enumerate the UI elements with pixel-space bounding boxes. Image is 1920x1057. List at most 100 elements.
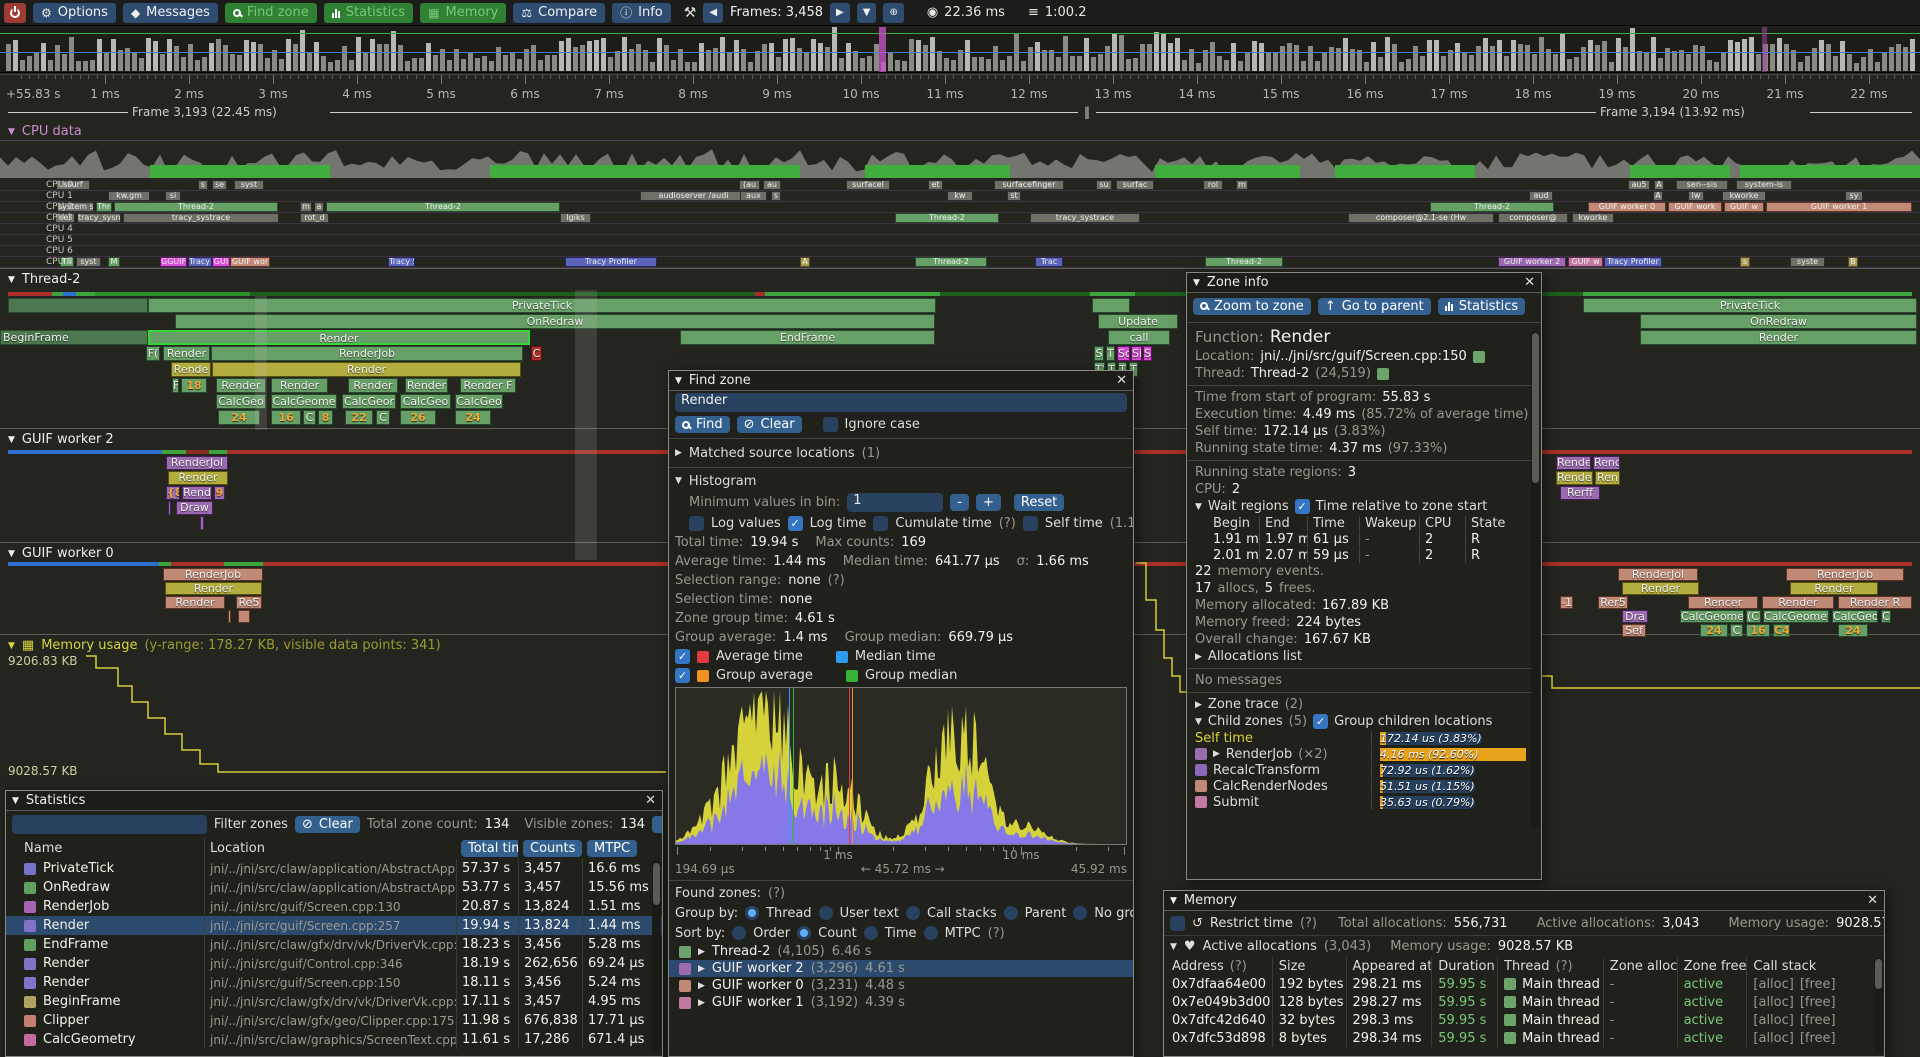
cpu-zone-chip[interactable]: A (800, 257, 810, 267)
cpu-data-header[interactable]: ▼ CPU data (8, 124, 82, 139)
frame-bar[interactable] (118, 49, 123, 71)
frame-bar[interactable] (1861, 57, 1866, 71)
free-link[interactable]: [free] (1799, 1012, 1836, 1028)
frame-bar[interactable] (1231, 43, 1236, 71)
zone-chip[interactable]: 24 (218, 410, 260, 425)
frame-bar[interactable] (846, 42, 851, 71)
cpu-zone-chip[interactable]: tracy_sysn (77, 213, 121, 223)
cpu-zone-chip[interactable]: kw.gm (108, 191, 150, 201)
frame-bar[interactable] (580, 45, 585, 71)
ignore-case-checkbox[interactable] (822, 417, 838, 432)
sort-by-hint[interactable]: (?) (987, 925, 1005, 941)
frame-bar[interactable] (671, 60, 676, 71)
zone-chip[interactable]: Render (163, 346, 210, 361)
frame-bar[interactable] (188, 43, 193, 71)
zone-chip[interactable]: 24 (1838, 624, 1868, 637)
frame-bar[interactable] (1217, 56, 1222, 71)
frame-bar[interactable] (517, 59, 522, 71)
frame-bar[interactable] (937, 50, 942, 71)
cpu-zone-chip[interactable]: ssurf (56, 180, 90, 190)
zone-chip[interactable]: Render F (460, 378, 516, 393)
cpu-zone-chip[interactable]: Thread-2 (1205, 257, 1283, 267)
frame-bar[interactable] (1476, 45, 1481, 71)
child-zone-row[interactable]: RecalcTransform 72.92 us (1.62%) (1187, 762, 1541, 778)
frame-bar[interactable] (930, 37, 935, 71)
wait-column-header[interactable]: Wakeup (1359, 515, 1419, 531)
frame-bar[interactable] (20, 59, 25, 71)
frame-bar[interactable] (1630, 27, 1635, 71)
zone-chip[interactable]: Render (1790, 582, 1878, 595)
frame-bar[interactable] (1910, 39, 1915, 71)
cpu-zone-chip[interactable]: GUIF w (1724, 202, 1764, 212)
frame-bar[interactable] (986, 59, 991, 71)
frame-bar[interactable] (1280, 46, 1285, 71)
zone-chip[interactable]: Rend (1593, 456, 1620, 470)
group-by-radio[interactable] (905, 906, 920, 920)
collapse-icon[interactable]: ▼ (8, 640, 15, 651)
zone-chip[interactable]: Re5 (236, 596, 262, 609)
frame-bar[interactable] (1350, 48, 1355, 71)
frame-bar[interactable] (804, 51, 809, 71)
frame-bar[interactable] (1595, 44, 1600, 71)
frame-bar[interactable] (615, 50, 620, 71)
frame-bar[interactable] (363, 53, 368, 71)
frame-bar[interactable] (1392, 43, 1397, 71)
frame-overview[interactable] (0, 27, 1920, 73)
sort-by-radio[interactable] (923, 926, 938, 940)
zone-chip[interactable] (168, 501, 171, 515)
frame-bar[interactable] (454, 49, 459, 71)
frame-bar[interactable] (1441, 55, 1446, 71)
frame-bar[interactable] (419, 58, 424, 71)
frame-bar[interactable] (1707, 59, 1712, 71)
cumulate-time-checkbox[interactable] (873, 516, 889, 531)
frame-bar[interactable] (1448, 50, 1453, 71)
frame-bar[interactable] (1315, 60, 1320, 71)
frame-bar[interactable] (1868, 48, 1873, 71)
allocation-row[interactable]: 0x7dfc42d640 32 bytes 298.3 ms 59.95 s Main … (1164, 1011, 1884, 1029)
cumulate-hint[interactable]: (?) (998, 516, 1016, 531)
frame-bar[interactable] (664, 44, 669, 71)
table-row[interactable]: BeginFrame jni/../jni/src/claw/gfx/drv/vk… (6, 992, 662, 1011)
find-zone-button[interactable]: Find zone (224, 2, 317, 23)
thread-header[interactable]: ▼ GUIF worker 0 (8, 546, 114, 561)
frame-bar[interactable] (1490, 45, 1495, 71)
frame-bar[interactable] (1658, 57, 1663, 71)
frame-bar[interactable] (923, 44, 928, 71)
collapse-icon[interactable]: ▼ (675, 375, 682, 386)
close-icon[interactable]: ✕ (1867, 893, 1878, 908)
frame-bar[interactable] (657, 37, 662, 71)
zone-chip[interactable]: CalcGeo (455, 394, 503, 409)
power-button[interactable] (4, 2, 26, 23)
frame-bar[interactable] (1483, 38, 1488, 71)
frame-bar[interactable] (1168, 43, 1173, 71)
messages-button[interactable]: ◆ Messages (122, 2, 218, 23)
collapse-icon[interactable]: ▼ (1195, 716, 1202, 727)
zone-chip[interactable]: Rende (171, 362, 211, 377)
frame-bar[interactable] (979, 56, 984, 71)
close-icon[interactable]: ✕ (1116, 373, 1127, 388)
table-row[interactable]: EndFrame jni/../jni/src/claw/gfx/drv/vk/D… (6, 935, 662, 954)
free-link[interactable]: [free] (1799, 994, 1836, 1010)
child-zone-row[interactable]: CalcRenderNodes 51.51 us (1.15%) (1187, 778, 1541, 794)
cpu-zone-chip[interactable]: lw (1688, 191, 1704, 201)
zone-chip[interactable] (228, 610, 231, 623)
zone-chip[interactable]: RenderJob (163, 568, 263, 581)
child-zone-row[interactable]: ▶ RenderJob (×2) 4.16 ms (92.60%) (1187, 746, 1541, 762)
frame-bar[interactable] (1343, 38, 1348, 71)
frame-bar[interactable] (1399, 62, 1404, 71)
frame-bar[interactable] (412, 58, 417, 71)
column-address[interactable]: Address (?) (1172, 958, 1247, 974)
collapse-icon[interactable]: ▼ (675, 476, 682, 486)
zone-chip[interactable]: S (1143, 346, 1152, 361)
frame-bar[interactable] (13, 39, 18, 71)
zone-chip[interactable]: Render (168, 471, 228, 485)
frame-bar[interactable] (1728, 39, 1733, 71)
frame-bar[interactable] (146, 37, 151, 71)
column-location[interactable]: Location (204, 837, 456, 859)
zone-chip[interactable]: Render (1762, 596, 1834, 609)
cpu-zone-chip[interactable]: s (198, 180, 208, 190)
column-name[interactable]: Name (24, 840, 63, 856)
frame-bar[interactable] (1574, 56, 1579, 71)
zone-chip[interactable]: Render (165, 596, 225, 609)
zone-chip[interactable]: Render (165, 582, 262, 595)
